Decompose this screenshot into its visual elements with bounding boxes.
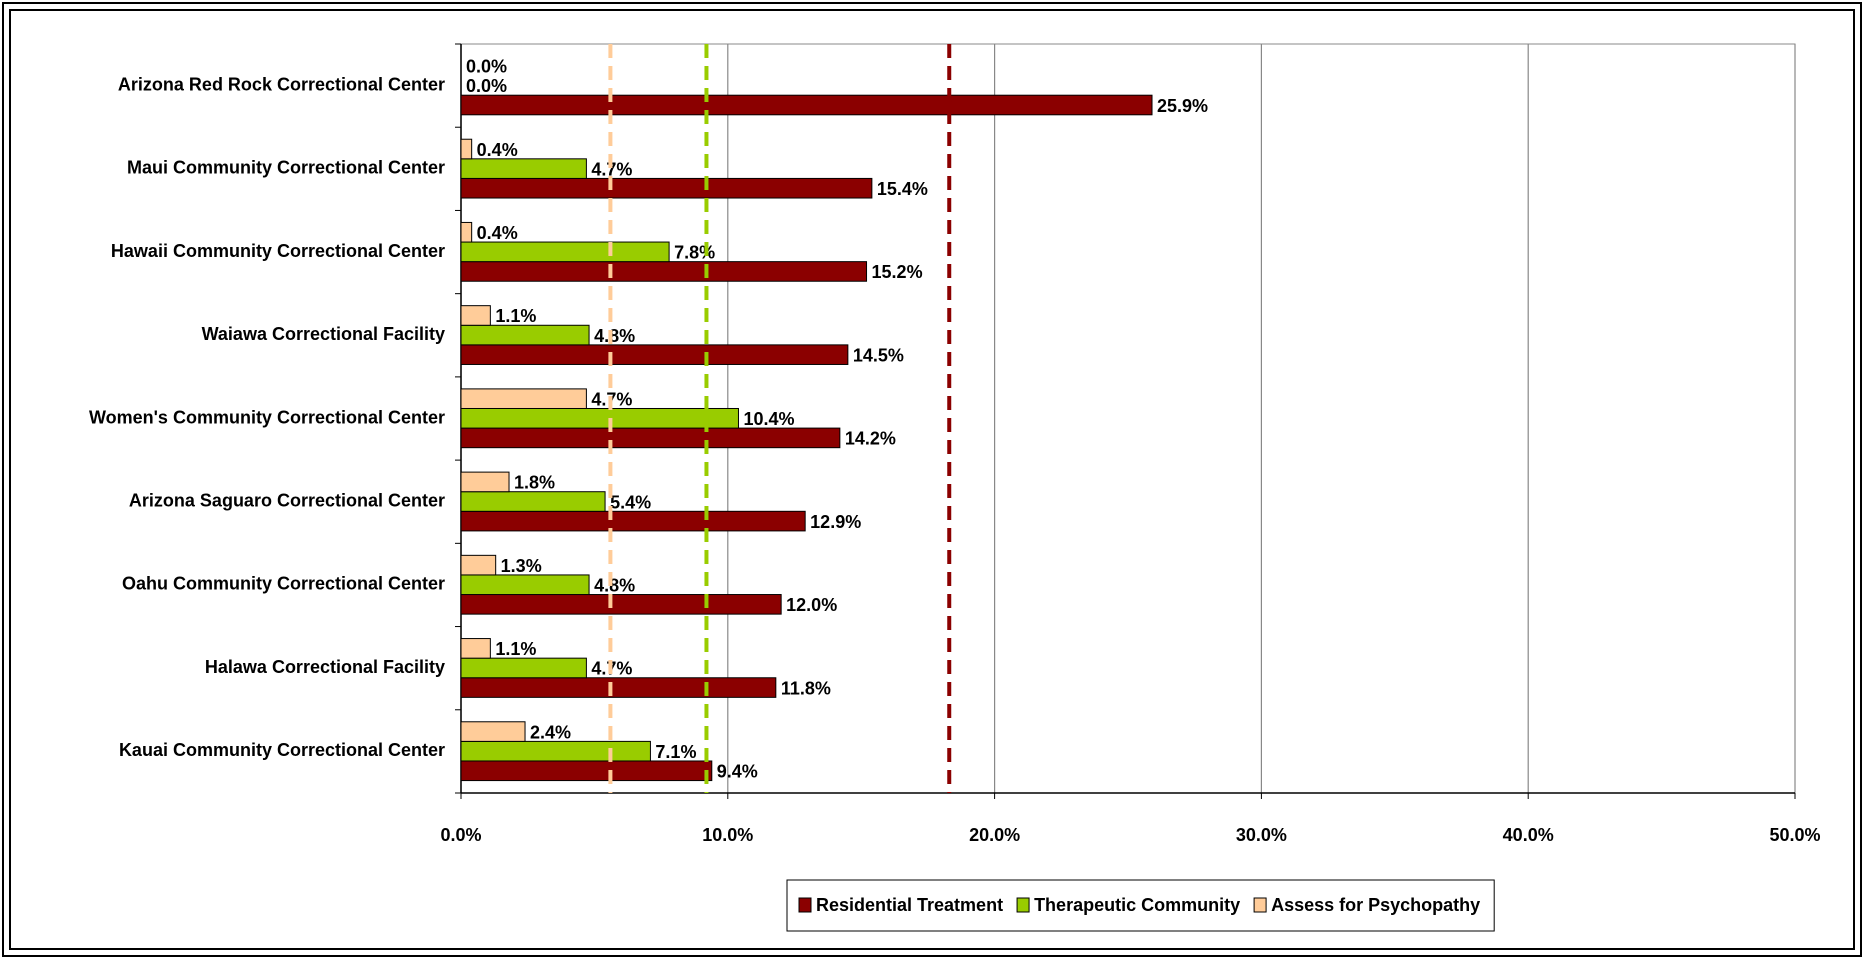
y-tick-label: Halawa Correctional Facility	[205, 657, 445, 677]
bar	[460, 177, 873, 199]
legend-label: Residential Treatment	[816, 895, 1003, 915]
value-label: 12.0%	[786, 595, 837, 615]
bar	[460, 407, 739, 429]
bar	[460, 324, 590, 346]
bar	[460, 510, 806, 532]
bar	[460, 388, 587, 409]
legend-label: Assess for Psychopathy	[1271, 895, 1480, 915]
value-label: 0.4%	[477, 140, 518, 160]
bar	[460, 471, 510, 493]
bar	[460, 138, 473, 160]
bar	[460, 740, 651, 762]
bar	[460, 491, 606, 512]
bar	[460, 594, 782, 615]
bar	[460, 221, 473, 243]
bar	[460, 344, 849, 365]
bar	[460, 574, 590, 596]
value-label: 14.2%	[845, 429, 896, 449]
x-tick-label: 50.0%	[1769, 825, 1820, 845]
value-label: 15.2%	[872, 262, 923, 282]
value-label: 11.8%	[781, 678, 831, 698]
value-label: 2.4%	[530, 722, 571, 742]
value-label: 4.8%	[594, 326, 635, 346]
value-label: 5.4%	[610, 492, 651, 512]
bar	[460, 638, 491, 659]
x-tick-label: 20.0%	[969, 825, 1020, 845]
bar	[460, 721, 526, 742]
legend	[786, 879, 1495, 932]
value-label: 1.8%	[514, 473, 555, 493]
value-label: 0.4%	[477, 223, 518, 243]
bar	[460, 241, 670, 263]
value-label: 1.1%	[495, 639, 536, 659]
y-tick-label: Kauai Community Correctional Center	[119, 740, 445, 760]
y-tick-label: Arizona Red Rock Correctional Center	[118, 74, 445, 94]
legend-swatch	[1253, 897, 1267, 913]
y-tick-label: Oahu Community Correctional Center	[122, 574, 445, 594]
legend-swatch	[1016, 897, 1030, 913]
bar	[460, 158, 587, 179]
y-tick-label: Hawaii Community Correctional Center	[111, 241, 445, 261]
y-tick-label: Arizona Saguaro Correctional Center	[129, 490, 445, 510]
value-label: 4.8%	[594, 575, 635, 595]
value-label: 12.9%	[810, 512, 861, 532]
value-label: 25.9%	[1157, 96, 1208, 116]
value-label: 9.4%	[717, 762, 758, 782]
bar	[460, 427, 841, 449]
bar	[460, 657, 587, 679]
value-label: 4.7%	[591, 159, 632, 179]
value-label: 0.0%	[466, 76, 507, 96]
value-label: 0.0%	[466, 57, 507, 77]
x-tick-label: 30.0%	[1236, 825, 1287, 845]
bar	[460, 760, 713, 782]
value-label: 7.1%	[655, 742, 696, 762]
y-tick-label: Waiawa Correctional Facility	[202, 324, 445, 344]
bar	[460, 94, 1153, 116]
value-label: 10.4%	[743, 409, 794, 429]
bar	[460, 554, 497, 576]
value-label: 15.4%	[877, 179, 928, 199]
legend-label: Therapeutic Community	[1034, 895, 1240, 915]
inner-border	[9, 9, 1855, 950]
value-label: 1.1%	[495, 306, 536, 326]
bar	[460, 261, 868, 282]
x-tick-label: 10.0%	[702, 825, 753, 845]
legend-swatch	[798, 897, 812, 913]
value-label: 7.8%	[674, 243, 715, 263]
value-label: 1.3%	[501, 556, 542, 576]
value-label: 14.5%	[853, 345, 904, 365]
y-tick-label: Women's Community Correctional Center	[89, 407, 445, 427]
y-tick-label: Maui Community Correctional Center	[127, 158, 445, 178]
bar	[460, 305, 491, 326]
x-tick-label: 0.0%	[440, 825, 481, 845]
bar	[460, 677, 777, 698]
x-tick-label: 40.0%	[1503, 825, 1554, 845]
